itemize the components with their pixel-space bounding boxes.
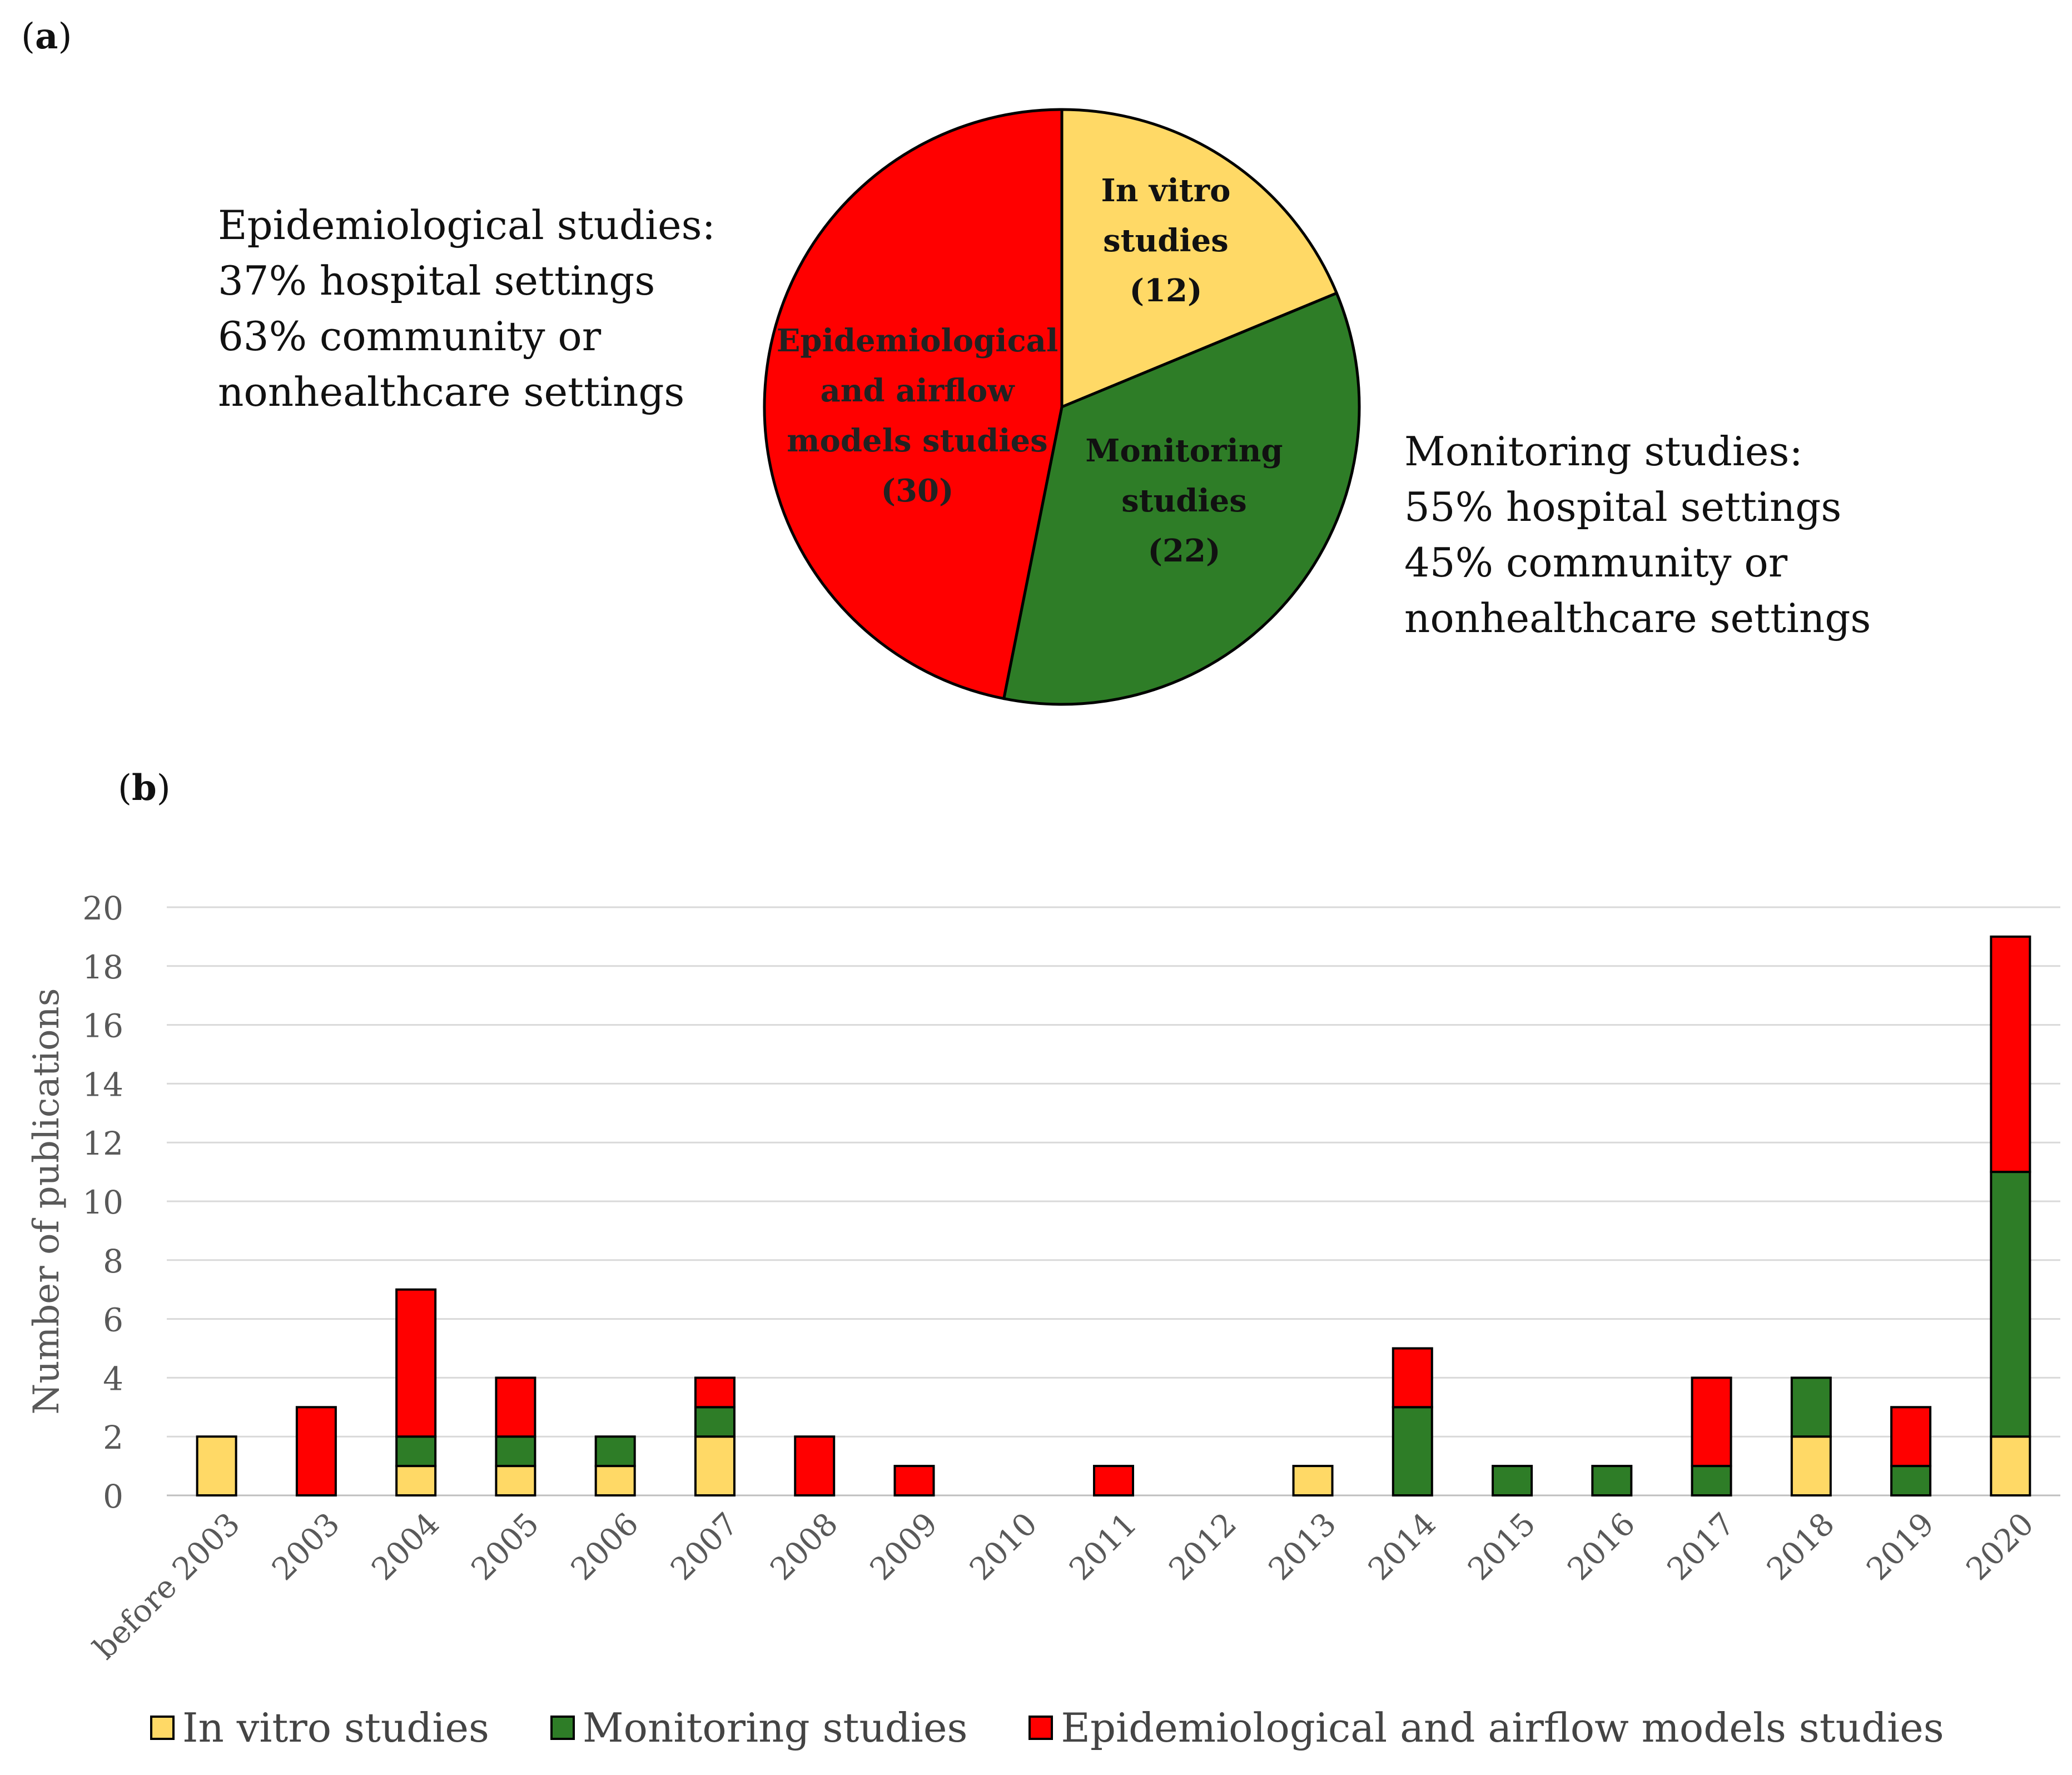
x-tick-label: 2009 — [863, 1506, 945, 1588]
bar-segment-epidemiological-and-airflow-models-studies — [893, 1465, 935, 1497]
y-tick-label: 18 — [82, 948, 123, 986]
bar-segment-monitoring-studies — [694, 1406, 736, 1438]
bar-segment-monitoring-studies — [1790, 1376, 1832, 1438]
legend-swatch-monitoring — [550, 1716, 575, 1740]
x-tick-label: 2015 — [1461, 1506, 1543, 1588]
pie-slice-in-vitro-studies — [1060, 108, 1338, 409]
bar-segment-in-vitro-studies — [395, 1465, 437, 1497]
y-tick-label: 2 — [103, 1419, 123, 1456]
pie-slice-label-epidemiological-and-airflow-models-studies: models studies — [787, 422, 1047, 459]
note-line: 55% hospital settings — [1404, 484, 1842, 530]
x-tick-label: 2006 — [564, 1506, 646, 1588]
x-tick-label: 2011 — [1062, 1506, 1144, 1588]
y-tick-label: 14 — [82, 1066, 123, 1103]
y-axis-title: Number of publications — [26, 988, 67, 1414]
bar-segment-in-vitro-studies — [694, 1435, 736, 1496]
bar-segment-in-vitro-studies — [1990, 1435, 2031, 1496]
bar-segment-monitoring-studies — [1990, 1171, 2031, 1438]
pie-slice-label-epidemiological-and-airflow-models-studies: Epidemiological — [777, 322, 1059, 359]
note-line: nonhealthcare settings — [1404, 595, 1871, 642]
legend-swatch-in-vitro — [150, 1716, 175, 1740]
pie-slice-label-monitoring-studies: (22) — [1148, 533, 1221, 569]
bar-segment-monitoring-studies — [1591, 1465, 1633, 1497]
bar-segment-epidemiological-and-airflow-models-studies — [794, 1435, 836, 1496]
x-tick-label: 2016 — [1561, 1506, 1642, 1588]
x-tick-label: 2018 — [1760, 1506, 1842, 1588]
bar-segment-in-vitro-studies — [1790, 1435, 1832, 1496]
x-tick-label: 2019 — [1860, 1506, 1941, 1588]
x-tick-label: 2017 — [1661, 1506, 1742, 1588]
legend-item-in-vitro: In vitro studies — [150, 1704, 489, 1751]
note-line: Epidemiological studies: — [218, 202, 715, 248]
y-tick-label: 12 — [82, 1125, 123, 1162]
bar-segment-epidemiological-and-airflow-models-studies — [1093, 1465, 1134, 1497]
bar-segment-monitoring-studies — [395, 1435, 437, 1468]
bar-segment-in-vitro-studies — [495, 1465, 536, 1497]
x-tick-label: 2013 — [1262, 1506, 1344, 1588]
legend-label-in-vitro: In vitro studies — [182, 1704, 489, 1751]
note-line: Monitoring studies: — [1404, 428, 1803, 475]
y-tick-label: 16 — [82, 1007, 123, 1045]
x-tick-label: 2020 — [1960, 1506, 2041, 1588]
bar-segment-monitoring-studies — [495, 1435, 536, 1468]
y-tick-label: 8 — [103, 1242, 123, 1280]
bar-segment-epidemiological-and-airflow-models-studies — [1990, 935, 2031, 1174]
y-tick-label: 10 — [82, 1184, 123, 1221]
note-line: 63% community or — [218, 313, 602, 360]
bar-segment-monitoring-studies — [594, 1435, 636, 1468]
x-tick-label: 2014 — [1362, 1506, 1443, 1588]
x-tick-label: 2010 — [963, 1506, 1045, 1588]
y-tick-label: 20 — [82, 889, 123, 927]
bar-segment-monitoring-studies — [1392, 1406, 1433, 1497]
y-tick-label: 6 — [103, 1301, 123, 1339]
x-tick-label: 2007 — [664, 1506, 746, 1588]
legend-label-epidemiological: Epidemiological and airflow models studi… — [1061, 1704, 1944, 1751]
pie-slice-epidemiological-and-airflow-models-studies — [763, 108, 1064, 700]
pie-slice-label-monitoring-studies: Monitoring — [1085, 432, 1283, 469]
y-tick-label: 0 — [103, 1478, 123, 1515]
legend-item-epidemiological: Epidemiological and airflow models studi… — [1028, 1704, 1944, 1751]
x-tick-label: 2004 — [365, 1506, 446, 1588]
note-line: 37% hospital settings — [218, 257, 655, 304]
legend-swatch-epidemiological — [1028, 1716, 1054, 1740]
pie-slice-label-epidemiological-and-airflow-models-studies: and airflow — [821, 372, 1016, 409]
epidemiological-settings-note: Epidemiological studies: 37% hospital se… — [218, 197, 715, 420]
pie-slice-label-in-vitro-studies: (12) — [1130, 272, 1203, 309]
bar-segment-monitoring-studies — [1691, 1465, 1732, 1497]
pie-slice-label-epidemiological-and-airflow-models-studies: (30) — [881, 473, 954, 509]
x-tick-label: 2012 — [1162, 1506, 1244, 1588]
pie-slice-label-in-vitro-studies: studies — [1103, 222, 1229, 259]
x-tick-label: 2008 — [763, 1506, 845, 1588]
bar-segment-epidemiological-and-airflow-models-studies — [295, 1406, 337, 1497]
pie-chart: In vitro studies (12) Monitoring studies (22)… — [763, 108, 1361, 706]
pie-slice-monitoring-studies — [1002, 291, 1361, 706]
bar-segment-epidemiological-and-airflow-models-studies — [495, 1376, 536, 1438]
note-line: 45% community or — [1404, 539, 1788, 586]
y-tick-label: 4 — [103, 1360, 123, 1398]
panel-a-label: (a) — [21, 16, 72, 57]
legend-label-monitoring: Monitoring studies — [582, 1704, 968, 1751]
stacked-bar-chart: 0 2 4 6 8 10 12 14 16 18 20 Number of publications b… — [26, 889, 2060, 1667]
bar-segment-epidemiological-and-airflow-models-studies — [1392, 1347, 1433, 1409]
bar-segment-epidemiological-and-airflow-models-studies — [694, 1376, 736, 1409]
x-tick-label: before 2003 — [87, 1506, 247, 1667]
bar-segment-epidemiological-and-airflow-models-studies — [395, 1288, 437, 1438]
pie-slice-label-in-vitro-studies: In vitro — [1101, 172, 1231, 209]
bar-segment-monitoring-studies — [1890, 1465, 1932, 1497]
bar-segment-in-vitro-studies — [1292, 1465, 1334, 1497]
legend-item-monitoring: Monitoring studies — [550, 1704, 967, 1751]
pie-slice-label-monitoring-studies: studies — [1121, 483, 1247, 519]
bar-segment-in-vitro-studies — [196, 1435, 237, 1496]
x-tick-label: 2003 — [265, 1506, 347, 1588]
bar-segment-epidemiological-and-airflow-models-studies — [1890, 1406, 1932, 1468]
note-line: nonhealthcare settings — [218, 369, 685, 415]
bar-segment-epidemiological-and-airflow-models-studies — [1691, 1376, 1732, 1468]
panel-b-label: (b) — [118, 767, 171, 809]
monitoring-settings-note: Monitoring studies: 55% hospital setting… — [1404, 424, 1871, 646]
bar-segment-in-vitro-studies — [594, 1465, 636, 1497]
x-tick-label: 2005 — [465, 1506, 546, 1588]
chart-legend: In vitro studies Monitoring studies Epid… — [150, 1704, 2005, 1751]
bar-segment-monitoring-studies — [1492, 1465, 1533, 1497]
